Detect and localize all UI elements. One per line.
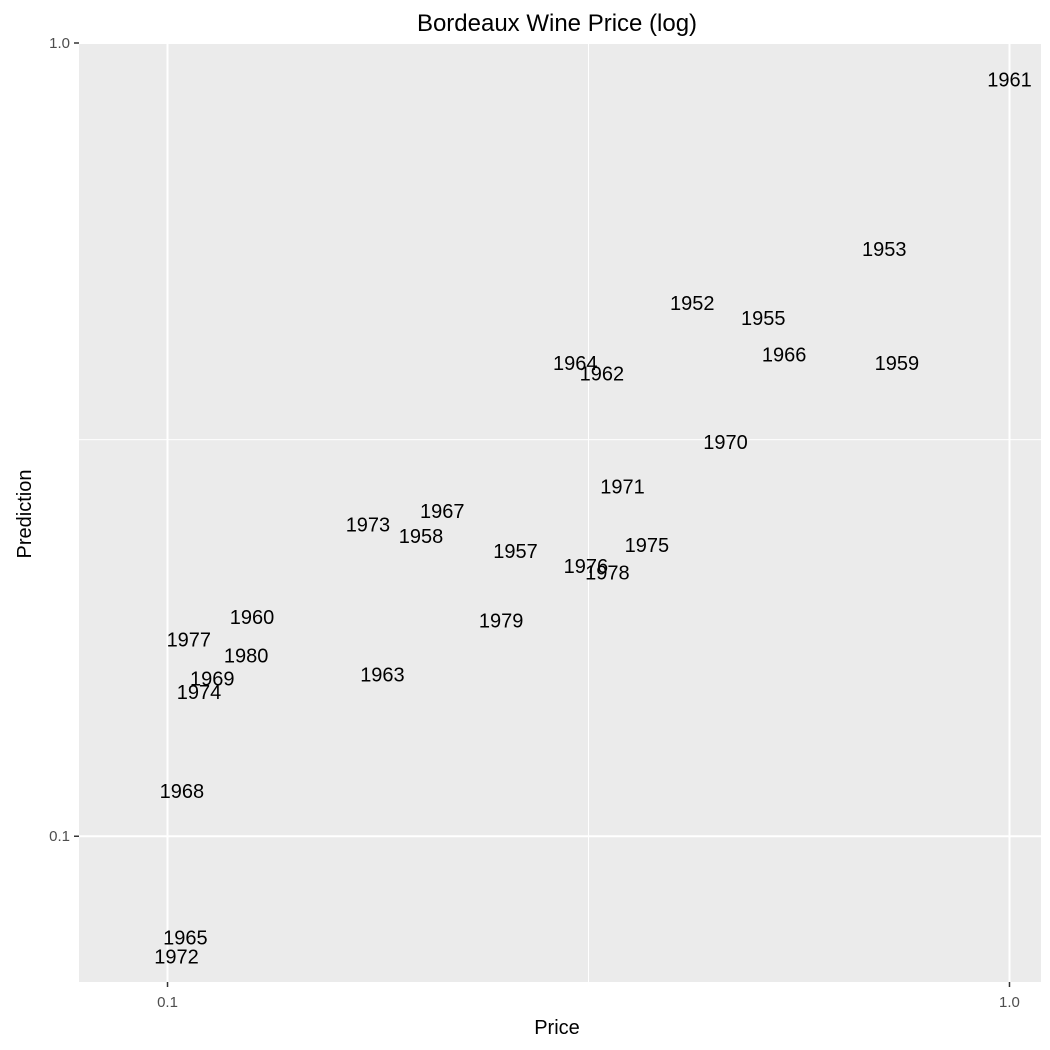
point-label-1957: 1957 [493,541,538,563]
point-label-1980: 1980 [224,645,269,667]
point-label-1978: 1978 [585,563,630,585]
point-label-1960: 1960 [230,607,275,629]
y-tick-label: 0.1 [49,828,70,845]
point-label-1962: 1962 [580,364,625,386]
point-label-1972: 1972 [154,947,199,969]
point-label-1971: 1971 [600,476,645,498]
y-tick-label: 1.0 [49,35,70,52]
point-label-1958: 1958 [399,526,444,548]
point-label-1975: 1975 [625,535,670,557]
point-label-1967: 1967 [420,501,465,523]
point-label-1976: 1976 [564,556,609,578]
point-label-1963: 1963 [360,664,405,686]
point-label-1961: 1961 [987,69,1032,91]
point-label-1952: 1952 [670,293,715,315]
point-label-1959: 1959 [875,353,920,375]
point-label-1969: 1969 [190,669,235,691]
grid-lines [79,42,1041,982]
plot-panel [79,43,1041,982]
x-tick-label: 0.1 [157,994,178,1011]
point-label-1964: 1964 [553,353,598,375]
point-label-1965: 1965 [163,928,208,950]
point-label-1970: 1970 [703,432,748,454]
x-axis-title: Price [534,1017,580,1039]
point-label-1977: 1977 [167,630,212,652]
point-label-1953: 1953 [862,239,907,261]
x-tick-label: 1.0 [999,994,1020,1011]
axes: 0.1 1.0 0.1 1.0 [49,35,1020,1011]
chart-title: Bordeaux Wine Price (log) [417,10,697,37]
point-label-1966: 1966 [762,344,807,366]
y-axis-title: Prediction [14,470,36,559]
point-label-1974: 1974 [177,682,222,704]
point-label-1979: 1979 [479,611,524,633]
point-label-1973: 1973 [346,515,391,537]
point-label-1955: 1955 [741,308,786,330]
point-label-1968: 1968 [160,781,205,803]
